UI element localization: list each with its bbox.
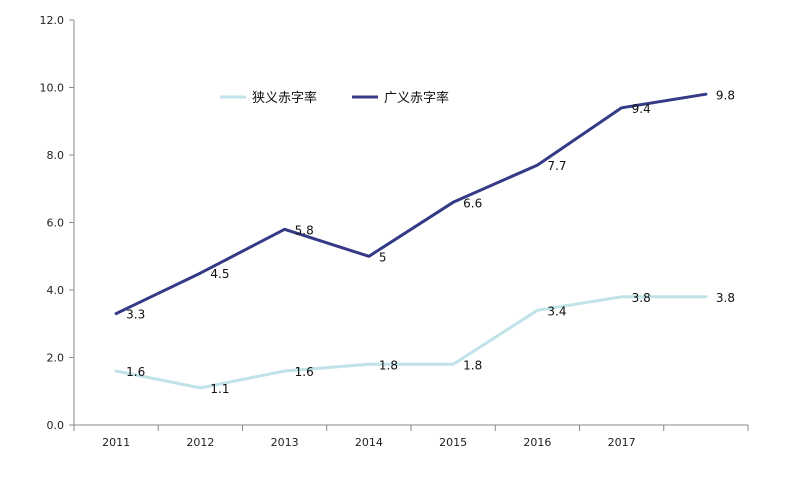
y-tick-label: 0.0: [47, 419, 65, 432]
legend-label: 广义赤字率: [384, 90, 449, 106]
data-label: 9.8: [716, 88, 735, 102]
data-labels: 1.6 1.1 1.6 1.8 1.8 3.4 3.8 3.8 3.3 4.5 5.8 5 6.6 7.7…: [126, 88, 735, 396]
data-label: 3.4: [547, 304, 566, 318]
data-label: 1.1: [210, 382, 229, 396]
data-label: 4.5: [210, 267, 229, 281]
y-tick-label: 2.0: [47, 352, 65, 365]
data-label: 5: [379, 250, 387, 264]
x-tick-label: 2012: [186, 436, 214, 449]
y-tick-label: 8.0: [47, 149, 65, 162]
data-label: 3.3: [126, 308, 145, 322]
data-label: 5.8: [295, 223, 314, 237]
y-tick-label: 10.0: [40, 82, 65, 95]
series-line-1: [114, 92, 708, 316]
data-label: 1.8: [379, 358, 398, 372]
legend: 狭义赤字率 广义赤字率: [220, 90, 449, 106]
series-lines: [114, 92, 708, 390]
axes: 0.0 2.0 4.0 6.0 8.0 10.0 12.0 2011 2012 2013 2014 2…: [40, 14, 749, 449]
x-tick-label: 2015: [439, 436, 467, 449]
data-label: 3.8: [716, 291, 735, 305]
data-label: 6.6: [463, 196, 482, 210]
x-tick-label: 2011: [102, 436, 130, 449]
y-tick-label: 6.0: [47, 217, 65, 230]
data-label: 9.4: [632, 102, 651, 116]
data-label: 1.6: [295, 365, 314, 379]
y-tick-label: 12.0: [40, 14, 65, 27]
x-tick-label: 2014: [355, 436, 383, 449]
data-label: 1.6: [126, 365, 145, 379]
data-label: 7.7: [547, 159, 566, 173]
series-line-0: [114, 295, 708, 390]
x-tick-label: 2013: [271, 436, 299, 449]
x-tick-label: 2016: [523, 436, 551, 449]
y-tick-label: 4.0: [47, 284, 65, 297]
data-label: 1.8: [463, 358, 482, 372]
legend-label: 狭义赤字率: [252, 90, 317, 106]
data-label: 3.8: [632, 291, 651, 305]
x-tick-label: 2017: [608, 436, 636, 449]
